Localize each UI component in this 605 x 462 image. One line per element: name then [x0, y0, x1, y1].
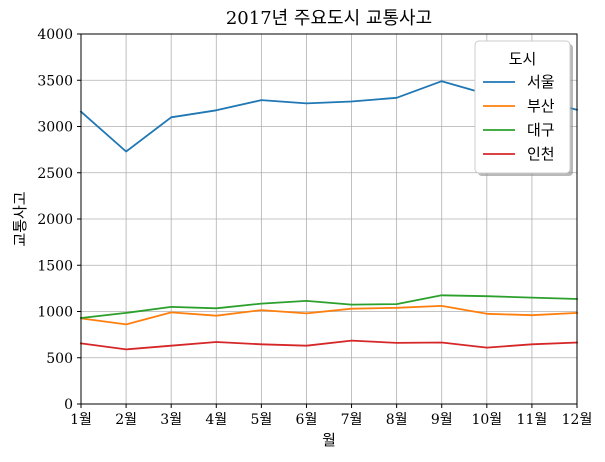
- x-tick-label: 7월: [341, 412, 363, 428]
- x-tick-label: 3월: [160, 412, 182, 428]
- y-tick-label: 4000: [37, 27, 73, 43]
- y-tick-label: 1500: [37, 258, 73, 274]
- x-tick-label: 11월: [517, 412, 548, 428]
- y-tick-label: 3000: [37, 120, 73, 136]
- x-tick-label: 12월: [562, 412, 593, 428]
- y-tick-label: 3500: [37, 73, 73, 89]
- x-tick-label: 2월: [115, 412, 137, 428]
- x-tick-label: 1월: [70, 412, 92, 428]
- legend-label: 서울: [527, 73, 555, 91]
- legend-label: 부산: [527, 97, 555, 115]
- y-tick-label: 1000: [37, 305, 73, 321]
- x-tick-label: 5월: [250, 412, 272, 428]
- series-line-3: [80, 294, 578, 319]
- x-tick-label: 8월: [386, 412, 408, 428]
- series-line-2: [79, 304, 578, 326]
- legend-title: 도시: [509, 50, 537, 68]
- x-tick-label: 6월: [296, 412, 318, 428]
- legend-label: 대구: [527, 121, 555, 139]
- chart-title: 2017년 주요도시 교통사고: [226, 8, 432, 29]
- series-line-4: [79, 339, 578, 351]
- y-tick-label: 500: [46, 351, 73, 367]
- y-tick-label: 2500: [37, 166, 73, 182]
- x-tick-label: 10월: [471, 412, 502, 428]
- y-axis-label: 교통사고: [11, 191, 29, 246]
- x-tick-label: 9월: [431, 412, 453, 428]
- x-axis-label: 월: [322, 431, 336, 449]
- axis-ticks: 1월 2월 3월 4월 5월 6월 7월 8월 9월 10월 11월 12월 0 500 1000 1500 2…: [37, 27, 592, 428]
- legend-box: [474, 40, 571, 174]
- x-tick-label: 4월: [205, 412, 227, 428]
- y-tick-label: 2000: [37, 212, 73, 228]
- y-tick-label: 0: [64, 397, 73, 413]
- legend-label: 인천: [527, 145, 555, 163]
